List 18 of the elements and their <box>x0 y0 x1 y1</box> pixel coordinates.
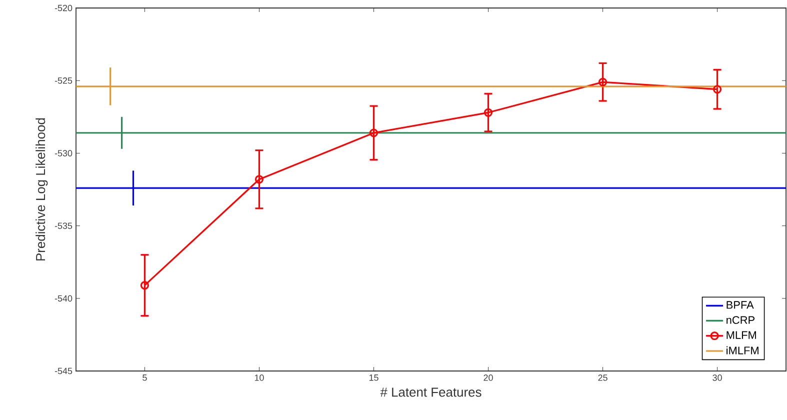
y-tick-label: -520 <box>54 4 72 12</box>
legend-label: MLFM <box>726 331 756 339</box>
y-tick-label: -525 <box>54 77 72 84</box>
y-tick-label: -530 <box>54 150 72 156</box>
x-axis-title: # Latent Features <box>380 388 482 397</box>
legend-label: iMLFM <box>726 346 758 354</box>
y-tick-label: -540 <box>54 295 72 302</box>
legend-label: BPFA <box>726 301 754 309</box>
y-tick-label: -545 <box>54 368 72 374</box>
x-tick-label: 15 <box>369 374 378 381</box>
y-tick-label: -535 <box>54 222 72 229</box>
x-tick-label: 30 <box>712 374 722 381</box>
legend-label: nCRP <box>726 316 754 324</box>
x-tick-label: 25 <box>598 374 608 381</box>
x-tick-label: 5 <box>142 374 147 381</box>
x-tick-label: 20 <box>484 374 493 381</box>
x-tick-label: 10 <box>254 374 264 381</box>
y-axis-title: Predictive Log Likelihood <box>36 118 48 260</box>
